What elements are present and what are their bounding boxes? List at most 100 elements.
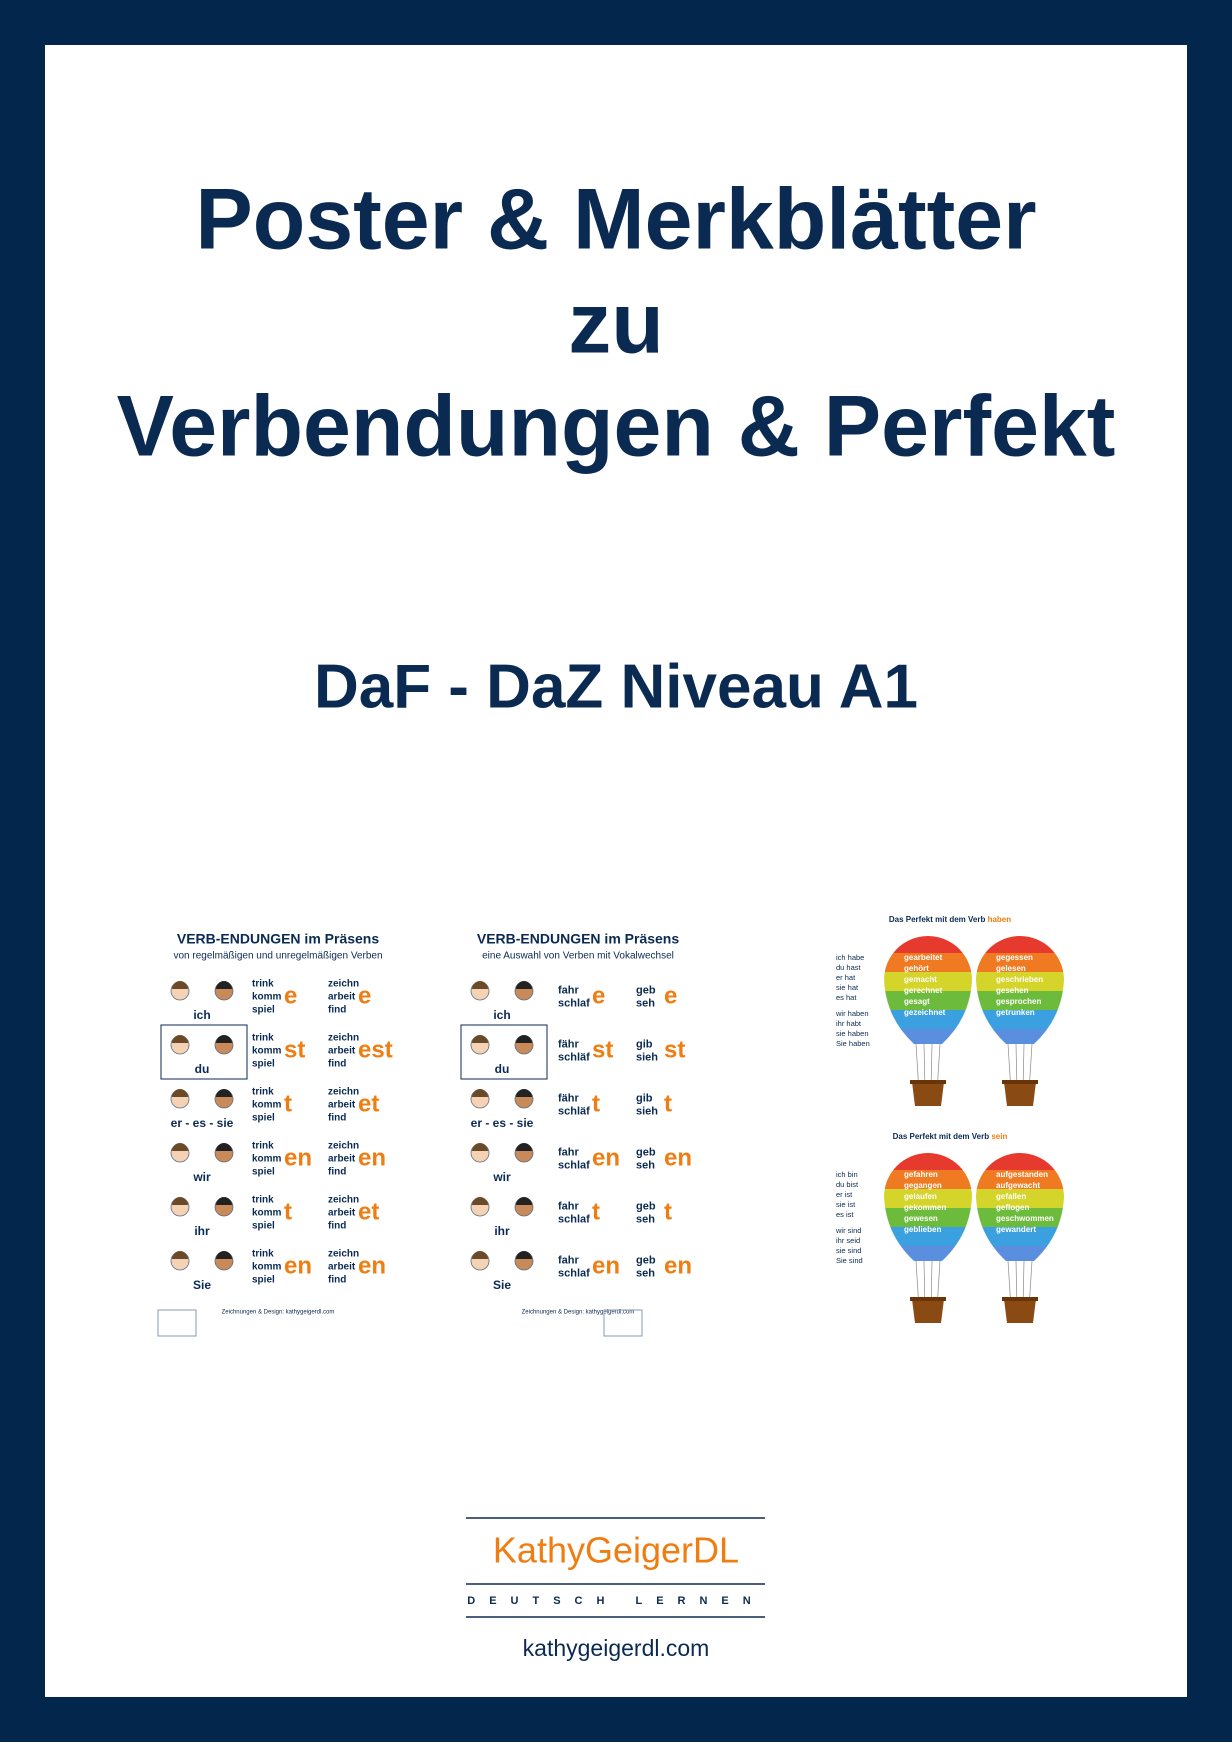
subtitle: DaF - DaZ Niveau A1	[314, 652, 918, 721]
sheet-title: Das Perfekt mit dem Verb haben	[889, 915, 1011, 924]
verb-stem: zeichn	[328, 1141, 359, 1152]
verb-stem: spiel	[252, 1275, 275, 1286]
hair	[472, 1197, 488, 1205]
verb-stem: arbeit	[328, 1208, 356, 1219]
participle: gezeichnet	[904, 1008, 946, 1017]
pronoun: er - es - sie	[471, 1116, 534, 1130]
hair	[472, 1143, 488, 1151]
pronoun: wir	[492, 1170, 511, 1184]
basket-rim	[1002, 1080, 1038, 1084]
verb-form: es ist	[836, 1210, 854, 1219]
verb-stem: fahr	[558, 1200, 580, 1212]
verb-stem: arbeit	[328, 992, 356, 1003]
verb-stem: komm	[252, 1154, 282, 1165]
rope	[937, 1260, 941, 1300]
verb-stem: fahr	[558, 984, 580, 996]
basket-rim	[910, 1297, 946, 1301]
pronoun: Sie	[193, 1278, 211, 1292]
verb-ending: en	[592, 1252, 620, 1279]
verb-form: er hat	[836, 973, 856, 982]
verb-ending: en	[284, 1144, 312, 1171]
basket	[912, 1082, 944, 1106]
verb-ending: en	[358, 1252, 386, 1279]
hair	[172, 1089, 188, 1097]
verb-stem: find	[328, 1167, 346, 1178]
verb-stem: find	[328, 1005, 346, 1016]
verb-form: wir haben	[835, 1009, 869, 1018]
band	[976, 1208, 1064, 1227]
verb-form: sie haben	[836, 1029, 869, 1038]
verb-stem: sieh	[636, 1051, 658, 1063]
verb-stem: fähr	[558, 1038, 580, 1050]
rope	[937, 1043, 941, 1083]
verb-ending: st	[284, 1036, 305, 1063]
participle: gehört	[904, 964, 929, 973]
verb-ending: st	[664, 1036, 685, 1063]
verb-stem: geb	[636, 1146, 656, 1158]
basket	[1004, 1299, 1036, 1323]
hair	[216, 1197, 232, 1205]
hair	[516, 1143, 532, 1151]
verb-stem: seh	[636, 997, 655, 1009]
pronoun: du	[195, 1062, 210, 1076]
verb-ending: e	[592, 982, 605, 1009]
participle: gegangen	[904, 1181, 942, 1190]
verb-stem: schlaf	[558, 997, 590, 1009]
rope	[915, 1260, 919, 1300]
logo: KathyGeigerDL DEUTSCH LERNEN kathygeiger…	[466, 1517, 765, 1661]
hair	[516, 1197, 532, 1205]
verb-stem: seh	[636, 1213, 655, 1225]
verb-stem: trink	[252, 979, 274, 990]
verb-stem: gib	[636, 1038, 653, 1050]
verb-stem: schläf	[558, 1105, 590, 1117]
hair	[216, 1251, 232, 1259]
hair	[216, 1089, 232, 1097]
verb-form: es hat	[836, 993, 857, 1002]
verb-form: sie ist	[836, 1200, 856, 1209]
rope	[1015, 1043, 1018, 1083]
title-line: Verbendungen & Perfekt	[117, 379, 1116, 475]
hair	[516, 1089, 532, 1097]
verb-stem: geb	[636, 984, 656, 996]
verb-stem: komm	[252, 1046, 282, 1057]
participle: gemacht	[904, 975, 937, 984]
hair	[472, 1089, 488, 1097]
verb-stem: spiel	[252, 1221, 275, 1232]
sheet-verb: sein	[991, 1132, 1007, 1141]
band	[884, 953, 972, 972]
hair	[216, 981, 232, 989]
rope	[915, 1043, 919, 1083]
rope	[1007, 1043, 1011, 1083]
band	[884, 972, 972, 991]
hair	[216, 1035, 232, 1043]
basket	[1004, 1082, 1036, 1106]
verb-stem: komm	[252, 1208, 282, 1219]
participle: gearbeitet	[904, 953, 943, 962]
band	[976, 972, 1064, 991]
verb-stem: find	[328, 1221, 346, 1232]
participle: geschwommen	[996, 1214, 1054, 1223]
sheet-verb: haben	[988, 915, 1012, 924]
participle: gesprochen	[996, 997, 1041, 1006]
verb-form: Sie haben	[836, 1039, 870, 1048]
title: Poster & Merkblätter zu Verbendungen & P…	[117, 172, 1116, 475]
verb-stem: geb	[636, 1254, 656, 1266]
verb-ending: e	[284, 982, 297, 1009]
verb-stem: geb	[636, 1200, 656, 1212]
band	[884, 991, 972, 1010]
preview-title: VERB-ENDUNGEN im Präsens	[177, 931, 379, 947]
pronoun: ich	[193, 1008, 210, 1022]
verb-ending: est	[358, 1036, 393, 1063]
rope	[923, 1260, 926, 1300]
verb-stem: trink	[252, 1141, 274, 1152]
verb-ending: t	[592, 1198, 600, 1225]
preview-footer: Zeichnungen & Design: kathygeigerdl.com	[222, 1310, 335, 1316]
rope	[1015, 1260, 1018, 1300]
verb-form: sie sind	[836, 1246, 861, 1255]
verb-stem: trink	[252, 1033, 274, 1044]
box	[157, 1309, 197, 1337]
hair	[472, 981, 488, 989]
band	[976, 1010, 1064, 1029]
rope	[1029, 1260, 1033, 1300]
